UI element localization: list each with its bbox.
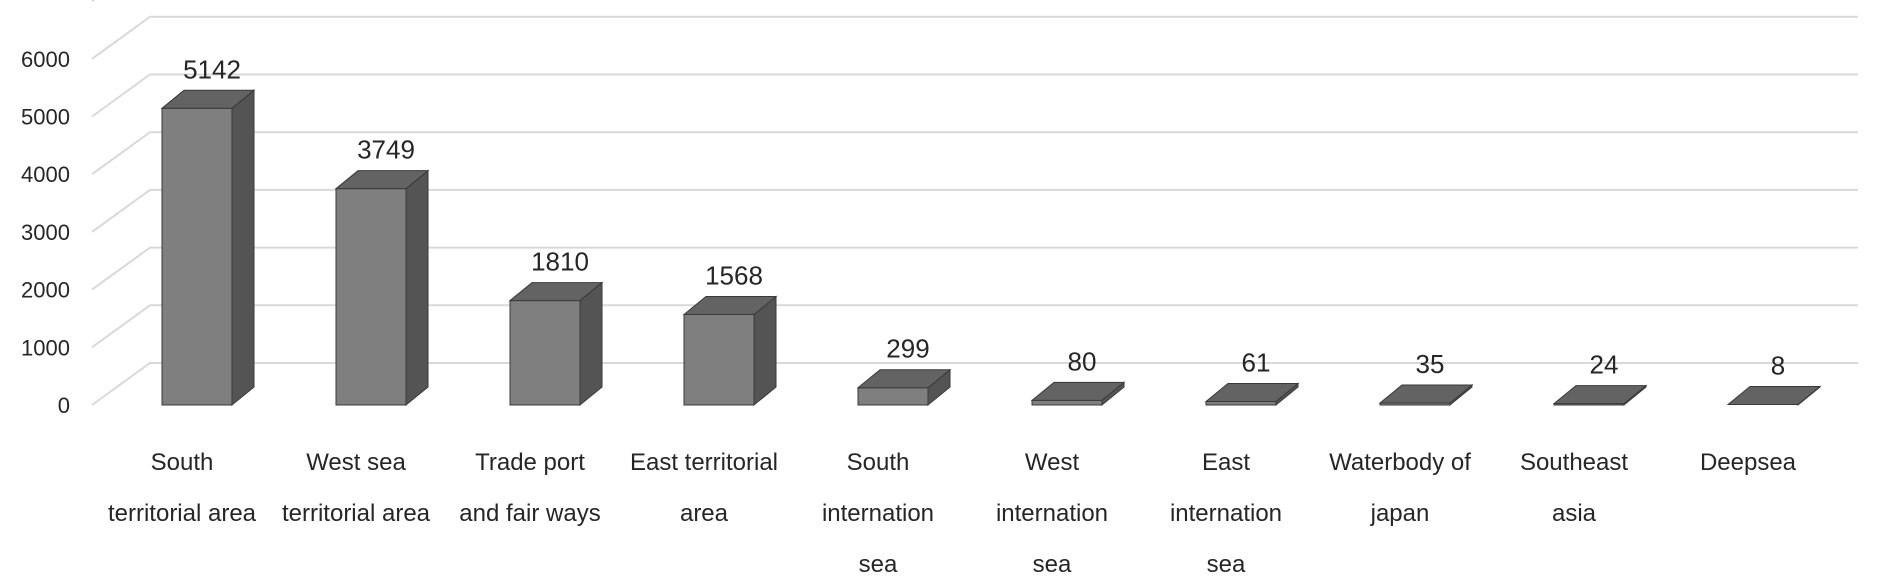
bar-top-face (1204, 382, 1300, 402)
bar-top-face (1552, 385, 1648, 405)
x-category-line: Southeast (1520, 449, 1628, 476)
bar-front-face (161, 107, 233, 406)
x-category-label: Deepsea (1700, 449, 1797, 476)
data-label: 8 (1771, 351, 1785, 381)
x-axis-categories: South territorial area West sea territorial… (108, 449, 1797, 577)
bar-side-face (579, 281, 603, 407)
data-label: 299 (886, 334, 929, 364)
gridline (91, 304, 1858, 349)
bar (334, 169, 430, 407)
bar (1204, 382, 1300, 407)
data-label: 35 (1416, 349, 1445, 379)
x-category-line: asia (1552, 500, 1597, 527)
bar (1378, 383, 1474, 407)
y-tick-label: 5000 (21, 105, 70, 130)
x-category-label: East internation sea (1170, 449, 1282, 577)
x-category-label: East territorial area (630, 449, 778, 527)
data-label: 61 (1242, 347, 1271, 377)
bar (508, 281, 604, 407)
gridlines (91, 0, 1858, 406)
bar-top-face (1030, 381, 1126, 401)
bar-front-face (1031, 399, 1103, 406)
bar-side-face (405, 169, 429, 407)
bar-top-face (856, 369, 952, 389)
x-category-line: Waterbody of (1329, 449, 1471, 476)
bar-top-face (334, 170, 430, 190)
bar (1552, 384, 1648, 407)
x-category-label: West internation sea (996, 449, 1108, 577)
x-category-line: sea (1033, 551, 1072, 577)
x-category-line: East (1202, 449, 1250, 476)
x-category-line: Trade port (475, 449, 585, 476)
x-category-line: East territorial (630, 449, 778, 476)
data-label: 1810 (531, 247, 589, 277)
x-category-line: internation (1170, 500, 1282, 527)
x-category-label: Southeast asia (1520, 449, 1628, 527)
data-label: 3749 (357, 135, 415, 165)
data-labels: 5142 3749 1810 1568 299 80 61 35 24 8 (183, 54, 1785, 380)
data-label: 24 (1590, 350, 1619, 380)
x-category-label: Trade port and fair ways (459, 449, 600, 527)
bar (1030, 381, 1126, 407)
bars (160, 89, 1822, 407)
bar-front-face (683, 314, 755, 406)
bar-top-face (508, 282, 604, 302)
bar-top-face (682, 296, 778, 316)
bar-side-face (231, 89, 255, 407)
bar-side-face (753, 295, 777, 407)
y-axis-ticks: 0 1000 2000 3000 4000 5000 6000 (21, 47, 70, 418)
y-tick-label: 1000 (21, 335, 70, 360)
bar-front-face (335, 188, 407, 406)
x-category-line: japan (1370, 500, 1430, 527)
data-label: 1568 (705, 261, 763, 291)
bar-top-face (1726, 386, 1822, 406)
x-category-label: Waterbody of japan (1329, 449, 1471, 527)
x-category-line: territorial area (108, 500, 257, 527)
bar-top-face (1378, 384, 1474, 404)
gridline (91, 362, 1858, 406)
x-category-line: area (680, 500, 729, 527)
gridline (91, 0, 96, 2)
y-tick-label: 0 (58, 393, 70, 418)
bar-top-face (160, 89, 256, 109)
data-label: 5142 (183, 54, 241, 84)
y-tick-label: 3000 (21, 220, 70, 245)
x-category-line: West (1025, 449, 1080, 476)
x-category-line: South (151, 449, 214, 476)
y-tick-label: 4000 (21, 162, 70, 187)
x-category-label: South territorial area (108, 449, 257, 527)
bar-front-face (857, 387, 929, 406)
bar (160, 89, 256, 407)
x-category-line: Deepsea (1700, 449, 1797, 476)
y-tick-label: 6000 (21, 47, 70, 72)
x-category-line: sea (859, 551, 898, 577)
gridline (91, 15, 1858, 60)
x-category-line: internation (822, 500, 934, 527)
gridline (91, 73, 1858, 118)
bar-front-face (509, 300, 581, 406)
y-tick-label: 2000 (21, 278, 70, 303)
bar (1726, 385, 1822, 407)
bar-front-face (1205, 400, 1277, 406)
bar (856, 368, 952, 407)
bar (682, 295, 778, 407)
x-category-line: West sea (306, 449, 406, 476)
gridline (91, 188, 1858, 233)
gridline (91, 246, 1858, 291)
gridline (91, 131, 1858, 176)
x-category-line: internation (996, 500, 1108, 527)
x-category-label: West sea territorial area (282, 449, 431, 527)
data-label: 80 (1068, 346, 1097, 376)
x-category-line: territorial area (282, 500, 431, 527)
x-category-line: South (847, 449, 910, 476)
x-category-line: and fair ways (459, 500, 600, 527)
x-category-label: South internation sea (822, 449, 934, 577)
x-category-line: sea (1207, 551, 1246, 577)
